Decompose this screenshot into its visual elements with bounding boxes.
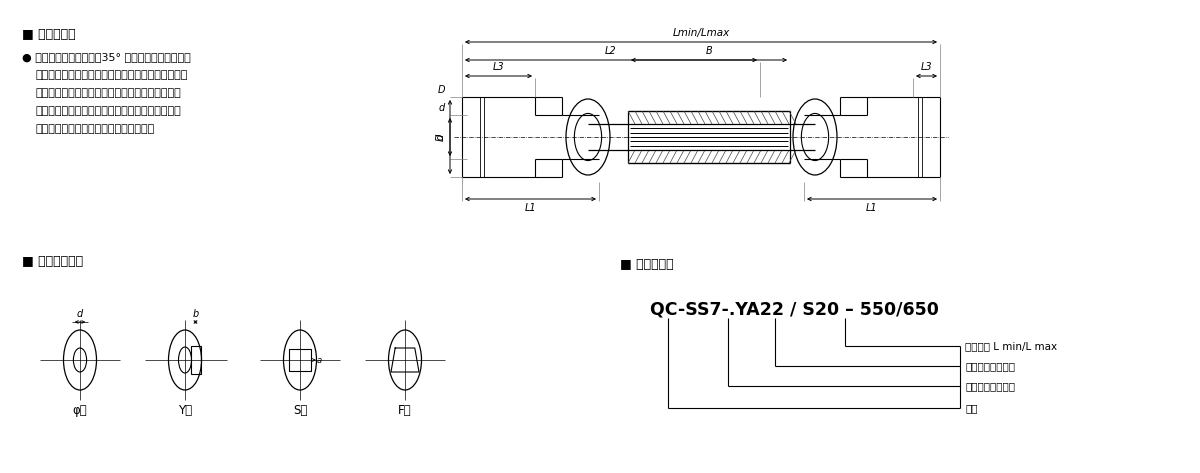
Text: 精度高，方便更快捷的装卸。可根据要求开键槽孔，: 精度高，方便更快捷的装卸。可根据要求开键槽孔， (36, 70, 188, 80)
Text: L2: L2 (605, 46, 617, 56)
Text: B: B (706, 46, 713, 56)
Text: 负载，关节部位不应受到轴向拉力。保证无故障运: 负载，关节部位不应受到轴向拉力。保证无故障运 (36, 106, 181, 116)
Text: ■ 成品孔型式：: ■ 成品孔型式： (22, 255, 83, 268)
Text: 行，接头部位必须经常进行充分的润滑。: 行，接头部位必须经常进行充分的润滑。 (36, 124, 155, 134)
Text: 型号: 型号 (965, 403, 978, 413)
Text: 主动轴孔径及类型: 主动轴孔径及类型 (965, 381, 1015, 391)
Bar (289, 349, 311, 371)
Text: 安装长度 L min/L max: 安装长度 L min/L max (965, 341, 1057, 351)
Text: ■ 标记示例：: ■ 标记示例： (620, 258, 673, 271)
Text: 从动轴孔径及类型: 从动轴孔径及类型 (965, 361, 1015, 371)
Text: ■ 结构特点：: ■ 结构特点： (22, 28, 76, 41)
Text: F型: F型 (398, 404, 412, 417)
Text: Y型: Y型 (178, 404, 192, 417)
Text: D: D (436, 133, 446, 141)
Text: L1: L1 (866, 203, 878, 213)
Text: L1: L1 (524, 203, 536, 213)
Text: S型: S型 (293, 404, 307, 417)
Text: L3: L3 (920, 62, 932, 72)
Text: ● 本标准每节转动角度＜35° ，截面承载力大，传递: ● 本标准每节转动角度＜35° ，截面承载力大，传递 (22, 52, 191, 62)
Text: d: d (77, 309, 83, 319)
Text: d: d (436, 134, 446, 140)
Text: b: b (192, 309, 199, 319)
Text: QC-SS7-.YA22 / S20 – 550/650: QC-SS7-.YA22 / S20 – 550/650 (650, 300, 938, 318)
Text: d: d (439, 103, 445, 113)
Bar (191, 346, 200, 374)
Text: L3: L3 (493, 62, 504, 72)
Text: a: a (317, 356, 322, 365)
Text: Lmin/Lmax: Lmin/Lmax (672, 28, 730, 38)
Text: D: D (438, 85, 445, 95)
Text: φ型: φ型 (73, 404, 88, 417)
Text: 四方孔，六方孔等球和套筒接头取决于偏转角度和: 四方孔，六方孔等球和套筒接头取决于偏转角度和 (36, 88, 181, 98)
